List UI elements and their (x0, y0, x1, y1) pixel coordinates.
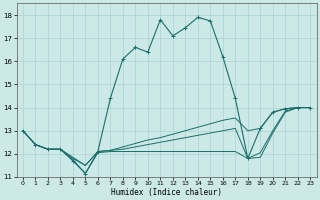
X-axis label: Humidex (Indice chaleur): Humidex (Indice chaleur) (111, 188, 222, 197)
